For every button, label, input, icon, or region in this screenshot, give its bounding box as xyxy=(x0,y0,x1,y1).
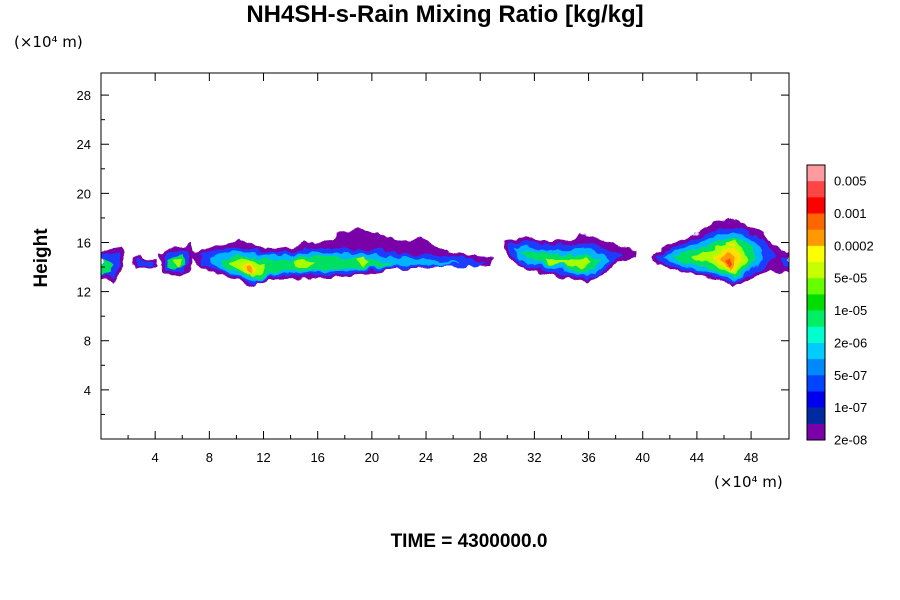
y-tick-label: 24 xyxy=(77,137,91,152)
y-tick-label: 16 xyxy=(77,235,91,250)
colorbar-swatch xyxy=(807,181,825,198)
x-tick-label: 28 xyxy=(473,450,487,465)
contour-fill xyxy=(728,243,734,249)
contour-fill xyxy=(355,258,370,267)
y-tick-label: 20 xyxy=(77,186,91,201)
colorbar-label: 1e-05 xyxy=(834,303,867,318)
colorbar: 0.005 0.001 0.0002 5e-05 1e-05 2e-06 5e-07 1e-0… xyxy=(806,164,874,448)
x-axis-unit: (×10⁴ m) xyxy=(714,473,783,491)
colorbar-label: 0.0002 xyxy=(834,238,874,253)
y-tick-label: 12 xyxy=(77,285,91,300)
x-tick-label: 40 xyxy=(635,450,649,465)
contour-fill xyxy=(547,256,592,268)
colorbar-swatch xyxy=(807,310,825,328)
y-tick-label: 28 xyxy=(77,88,91,103)
colorbar-frame xyxy=(806,164,826,441)
x-tick-label: 32 xyxy=(527,450,541,465)
colorbar-swatch xyxy=(807,165,825,182)
x-tick-label: 16 xyxy=(310,450,324,465)
colorbar-swatch xyxy=(807,342,825,360)
colorbar-swatch xyxy=(807,326,825,344)
colorbar-label: 5e-07 xyxy=(834,368,867,383)
colorbar-swatch xyxy=(807,262,825,279)
colorbar-swatch xyxy=(807,245,825,263)
colorbar-label: 2e-06 xyxy=(834,335,867,350)
colorbar-swatch xyxy=(807,213,825,231)
contour-fill xyxy=(135,259,153,267)
x-tick-label: 24 xyxy=(419,450,433,465)
time-annotation: TIME = 4300000.0 xyxy=(390,531,548,552)
contour-fill xyxy=(246,268,254,274)
colorbar-label: 5e-05 xyxy=(834,271,867,286)
colorbar-swatch xyxy=(807,407,825,425)
x-tick-label: 44 xyxy=(690,450,704,465)
contour-fill xyxy=(724,258,733,268)
colorbar-label: 0.005 xyxy=(834,174,867,189)
colorbar-swatch xyxy=(807,359,825,376)
chart-title: NH4SH-s-Rain Mixing Ratio [kg/kg] xyxy=(246,1,644,28)
colorbar-label: 0.001 xyxy=(834,206,867,221)
colorbar-swatch xyxy=(807,423,825,441)
colorbar-swatch xyxy=(807,375,825,392)
colorbar-swatch xyxy=(807,391,825,408)
y-tick-label: 4 xyxy=(84,383,91,398)
y-tick-label: 8 xyxy=(84,334,91,349)
colorbar-label: 1e-07 xyxy=(834,400,867,415)
colorbar-swatch xyxy=(807,229,825,247)
x-tick-label: 20 xyxy=(365,450,379,465)
contour-fill xyxy=(781,256,789,269)
mixing-ratio-field xyxy=(101,218,789,288)
contour-fill xyxy=(219,255,393,280)
x-tick-label: 48 xyxy=(744,450,758,465)
contour-fill xyxy=(173,260,182,268)
colorbar-swatch xyxy=(807,294,825,311)
x-tick-label: 4 xyxy=(152,450,159,465)
colorbar-label: 2e-08 xyxy=(834,433,867,448)
contour-fill xyxy=(294,259,315,268)
x-tick-label: 36 xyxy=(581,450,595,465)
x-tick-label: 8 xyxy=(206,450,213,465)
y-axis-unit: (×10⁴ m) xyxy=(14,33,83,51)
colorbar-swatch xyxy=(807,197,825,214)
plot-frame xyxy=(100,72,790,440)
colorbar-swatch xyxy=(807,278,825,295)
contour-fill xyxy=(101,261,114,275)
x-tick-label: 12 xyxy=(256,450,270,465)
